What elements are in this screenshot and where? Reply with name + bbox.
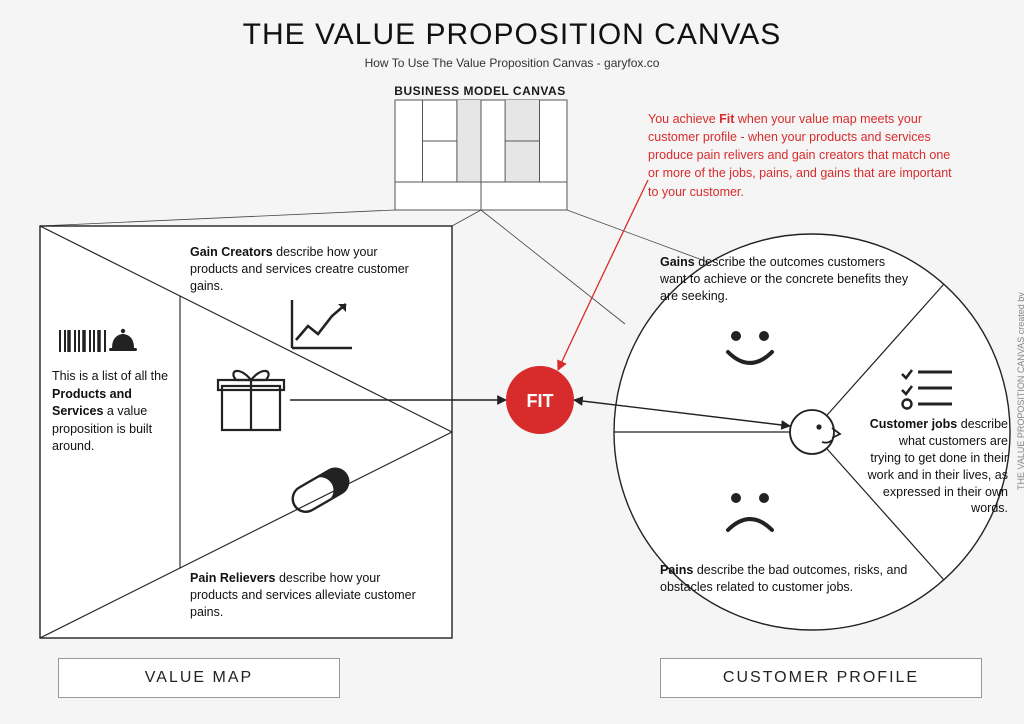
value-map-footer-label: VALUE MAP bbox=[58, 658, 340, 698]
fit-badge-label: FIT bbox=[527, 391, 554, 411]
pain-relievers-text: Pain Relievers describe how your product… bbox=[190, 570, 430, 621]
customer-profile-footer-label: CUSTOMER PROFILE bbox=[660, 658, 982, 698]
pains-text: Pains describe the bad outcomes, risks, … bbox=[660, 562, 920, 596]
fit-badge: FIT bbox=[506, 366, 574, 434]
bmc-grid-icon bbox=[395, 100, 567, 210]
customer-jobs-text: Customer jobs describe what customers ar… bbox=[866, 416, 1008, 517]
gains-text: Gains describe the outcomes customers wa… bbox=[660, 254, 910, 305]
products-services-text: This is a list of all the Products and S… bbox=[52, 368, 182, 456]
gain-creators-text: Gain Creators describe how your products… bbox=[190, 244, 420, 295]
page: THE VALUE PROPOSITION CANVAS How To Use … bbox=[0, 0, 1024, 724]
diagram-svg: FIT bbox=[0, 0, 1024, 724]
fit-callout-arrow bbox=[558, 180, 648, 370]
